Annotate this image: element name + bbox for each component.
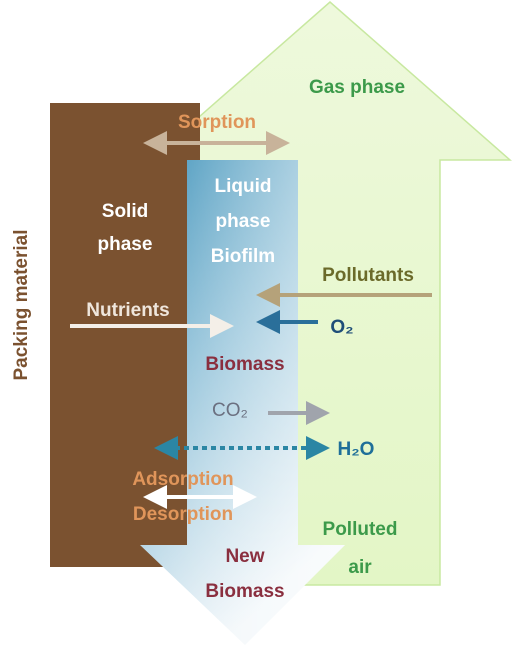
biomass-label: Biomass	[205, 354, 284, 375]
adsorption-label: Adsorption	[132, 469, 233, 490]
liquid-phase-label: Biofilm	[211, 246, 275, 267]
sorption-label: Sorption	[178, 112, 256, 133]
co2-label: CO₂	[212, 400, 248, 421]
packing-material-label: Packing material	[11, 229, 32, 380]
polluted-air-label: air	[348, 557, 372, 578]
liquid-phase-label: phase	[216, 211, 271, 232]
water-label: H₂O	[338, 439, 375, 460]
pollutants-label: Pollutants	[322, 265, 414, 286]
liquid-phase-label: Liquid	[215, 176, 272, 197]
desorption-label: Desorption	[133, 504, 233, 525]
liquid-shade	[140, 160, 345, 645]
solid-phase-label: Solid	[102, 201, 148, 222]
nutrients-label: Nutrients	[86, 300, 169, 321]
oxygen-label: O₂	[330, 317, 353, 338]
new-biomass-label: New	[225, 546, 264, 567]
new-biomass-label: Biomass	[205, 581, 284, 602]
polluted-air-label: Polluted	[323, 519, 398, 540]
solid-phase-label: phase	[98, 234, 153, 255]
gas-phase-label: Gas phase	[309, 77, 405, 98]
